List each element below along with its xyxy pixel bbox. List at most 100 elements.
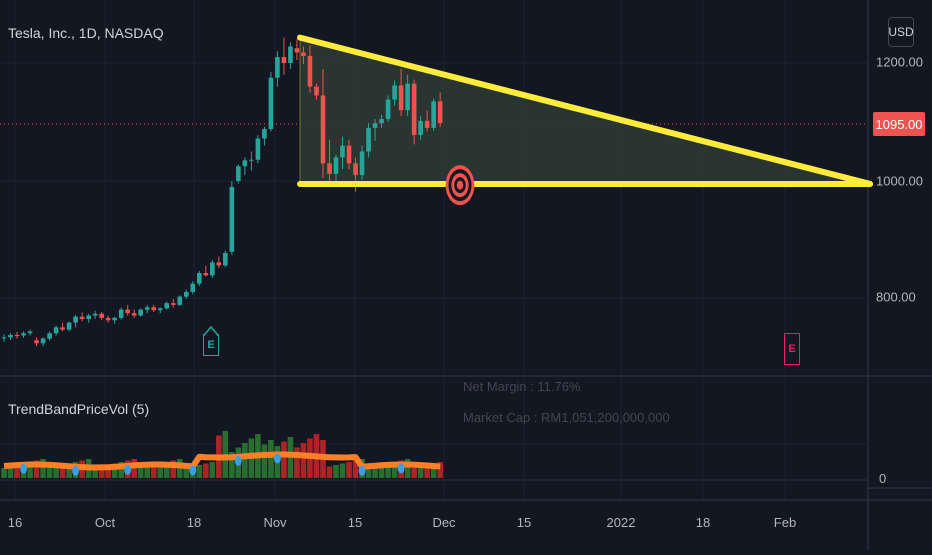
candle-body bbox=[379, 119, 384, 124]
indicator-volume-bar bbox=[430, 463, 437, 478]
indicator-signal-dot bbox=[20, 463, 28, 474]
date-label: 18 bbox=[695, 515, 711, 530]
indicator-volume-bar bbox=[391, 462, 398, 478]
earnings-letter: E bbox=[203, 334, 219, 356]
candle-body bbox=[1, 337, 7, 339]
candle-body bbox=[118, 309, 124, 318]
candle-body bbox=[418, 120, 423, 135]
candle-body bbox=[359, 151, 365, 176]
candle-body bbox=[366, 127, 371, 152]
indicator-trend-band bbox=[3, 451, 441, 471]
candle-body bbox=[268, 77, 274, 130]
date-label: 15 bbox=[347, 515, 363, 530]
candle-body bbox=[249, 159, 254, 161]
candle-body bbox=[288, 46, 293, 63]
indicator-volume-bar bbox=[183, 468, 190, 478]
candle-body bbox=[275, 57, 280, 78]
candle-body bbox=[21, 333, 26, 336]
indicator-volume-bar bbox=[346, 462, 352, 478]
candle-body bbox=[27, 331, 33, 334]
candle-body bbox=[66, 322, 72, 330]
indicator-volume-bar bbox=[144, 466, 151, 478]
candle-body bbox=[144, 307, 150, 310]
indicator-volume-bar bbox=[46, 468, 53, 478]
indicator-volume-bar bbox=[242, 443, 248, 478]
indicator-volume-bar bbox=[437, 462, 443, 478]
indicator-volume-bar bbox=[163, 462, 170, 478]
symbol-title[interactable]: Tesla, Inc., 1D, NASDAQ bbox=[8, 25, 164, 41]
indicator-volume-bar bbox=[59, 465, 66, 478]
market-cap-text: Market Cap : RM1,051,200,000,000 bbox=[463, 410, 670, 425]
indicator-volume-bar bbox=[137, 468, 144, 478]
candle-body bbox=[431, 101, 436, 128]
candle-body bbox=[437, 101, 443, 124]
candle-body bbox=[86, 315, 91, 320]
indicator-volume-bar bbox=[326, 466, 333, 478]
candle-body bbox=[353, 163, 358, 176]
candle-body bbox=[203, 273, 209, 276]
indicator-volume-bar bbox=[157, 463, 164, 478]
indicator-volume-bar bbox=[27, 462, 33, 478]
candle-body bbox=[385, 99, 391, 120]
indicator-volume-bar bbox=[385, 463, 391, 478]
indicator-volume-bar bbox=[118, 462, 124, 478]
candle-body bbox=[242, 160, 248, 167]
candle-body bbox=[53, 327, 59, 334]
indicator-volume-bar bbox=[261, 444, 268, 478]
candle-body bbox=[177, 296, 183, 305]
indicator-volume-bar bbox=[365, 468, 372, 478]
earnings-marker-2[interactable]: E bbox=[784, 333, 800, 365]
indicator-signal-dot bbox=[189, 465, 197, 476]
indicator-volume-bar bbox=[378, 465, 385, 478]
indicator-signal-dot bbox=[273, 453, 281, 464]
indicator-signal-dot bbox=[397, 463, 405, 474]
target-bullseye-ring bbox=[456, 180, 464, 190]
date-label: Feb bbox=[773, 515, 797, 530]
candle-body bbox=[320, 95, 326, 164]
earnings-marker-1[interactable]: E bbox=[203, 326, 219, 356]
date-label: 18 bbox=[186, 515, 202, 530]
candle-body bbox=[210, 262, 215, 276]
candle-body bbox=[105, 317, 111, 321]
indicator-volume-bar bbox=[14, 465, 20, 478]
indicator-volume-bar bbox=[92, 468, 98, 478]
candle-body bbox=[14, 334, 20, 336]
candle-body bbox=[262, 129, 267, 139]
date-label: Oct bbox=[94, 515, 116, 530]
pattern-upper-line bbox=[297, 34, 873, 187]
candle-body bbox=[8, 334, 13, 338]
indicator-volume-bar bbox=[417, 466, 424, 478]
indicator-signal-dot bbox=[358, 465, 366, 476]
candle-body bbox=[255, 138, 261, 160]
candle-body bbox=[333, 157, 339, 174]
candle-body bbox=[92, 313, 98, 316]
candle-body bbox=[79, 316, 85, 320]
indicator-volume-bar bbox=[196, 465, 203, 478]
candle-body bbox=[340, 145, 345, 158]
indicator-volume-bar bbox=[281, 441, 287, 478]
candle-body bbox=[411, 83, 417, 135]
indicator-volume-bar bbox=[33, 460, 40, 478]
candle-body bbox=[34, 340, 39, 344]
currency-button[interactable]: USD bbox=[888, 17, 914, 47]
indicator-volume-bar bbox=[105, 465, 111, 478]
indicator-title[interactable]: TrendBandPriceVol (5) bbox=[8, 401, 150, 417]
candle-body bbox=[138, 309, 144, 316]
indicator-volume-bar bbox=[300, 443, 307, 478]
candle-body bbox=[398, 85, 404, 111]
indicator-volume-bar bbox=[209, 462, 216, 478]
date-label: Dec bbox=[432, 515, 456, 530]
indicator-volume-bar bbox=[411, 468, 417, 478]
indicator-zero-label: 0 bbox=[879, 471, 887, 486]
indicator-volume-bar bbox=[229, 452, 235, 478]
candle-body bbox=[294, 48, 300, 53]
candle-body bbox=[327, 163, 332, 174]
indicator-volume-bar bbox=[66, 463, 72, 478]
candle-body bbox=[301, 52, 306, 56]
date-label: Nov bbox=[263, 515, 287, 530]
indicator-signal-dot bbox=[72, 465, 80, 476]
candle-body bbox=[405, 83, 410, 111]
price-label-1200: 1200.00 bbox=[876, 54, 923, 70]
candle-body bbox=[236, 166, 241, 181]
